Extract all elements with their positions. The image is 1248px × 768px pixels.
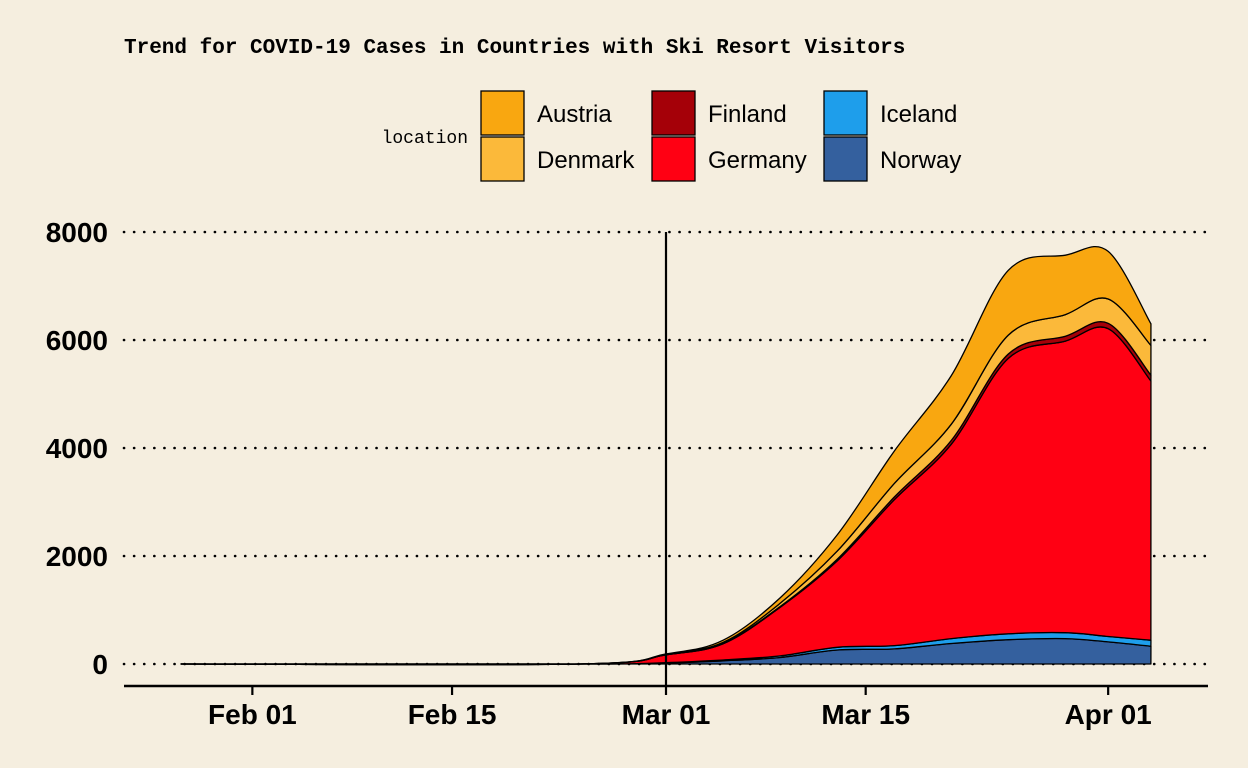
y-tick-label: 4000 [46, 433, 108, 464]
legend-label-finland: Finland [708, 101, 787, 128]
legend-title: location [382, 129, 468, 149]
area-austria [180, 246, 1152, 666]
x-tick-label: Mar 15 [821, 699, 910, 730]
x-tick-label: Feb 15 [408, 699, 497, 730]
stacked-areas [180, 246, 1152, 666]
legend-label-denmark: Denmark [537, 147, 635, 174]
legend-swatch-austria [480, 90, 525, 136]
legend-swatch-iceland [823, 90, 868, 136]
legend-label-norway: Norway [880, 147, 961, 174]
legend-swatch-germany [651, 136, 696, 182]
legend-label-iceland: Iceland [880, 101, 957, 128]
y-tick-label: 6000 [46, 325, 108, 356]
axes: 0 2000 4000 6000 8000 Feb 01 Feb 15 Mar 01 Mar 1… [46, 217, 1208, 730]
legend-label-germany: Germany [708, 147, 807, 174]
y-tick-label: 2000 [46, 541, 108, 572]
y-tick-label: 0 [92, 649, 108, 680]
legend-swatch-finland [651, 90, 696, 136]
legend: location Austria Denmark Finland Germany Ice… [382, 90, 961, 182]
legend-swatch-norway [823, 136, 868, 182]
legend-label-austria: Austria [537, 101, 612, 128]
chart-title: Trend for COVID-19 Cases in Countries wi… [124, 37, 905, 60]
x-tick-label: Mar 01 [622, 699, 711, 730]
x-tick-label: Feb 01 [208, 699, 297, 730]
y-tick-label: 8000 [46, 217, 108, 248]
legend-swatch-denmark [480, 136, 525, 182]
x-tick-label: Apr 01 [1065, 699, 1152, 730]
